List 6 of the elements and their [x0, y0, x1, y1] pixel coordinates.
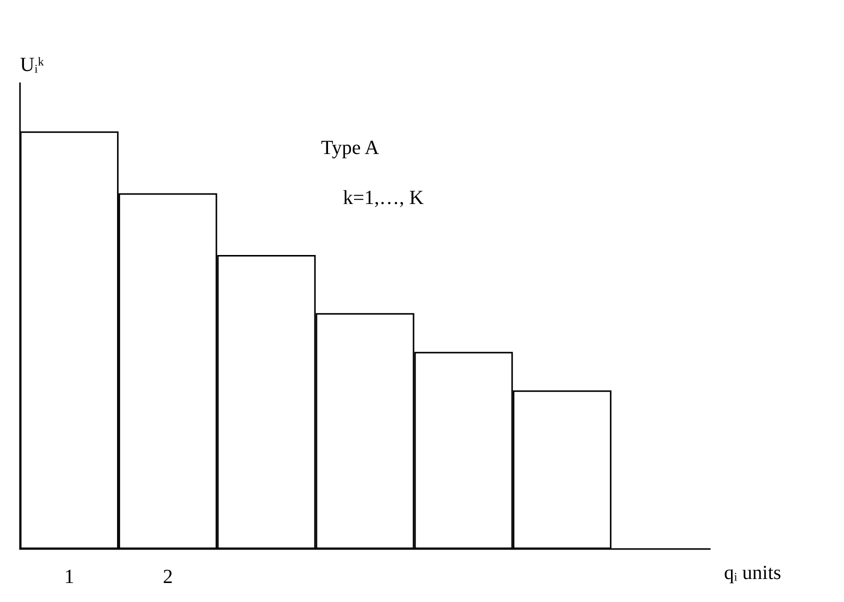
- x-axis-title: qᵢ units: [724, 562, 782, 584]
- annotation: k=1,…, K: [343, 187, 424, 209]
- x-tick-label: 2: [162, 566, 173, 588]
- x-tick-label: 1: [64, 566, 74, 588]
- annotation: Type A: [321, 137, 380, 159]
- y-axis-title: Uᵢᵏ: [20, 54, 45, 76]
